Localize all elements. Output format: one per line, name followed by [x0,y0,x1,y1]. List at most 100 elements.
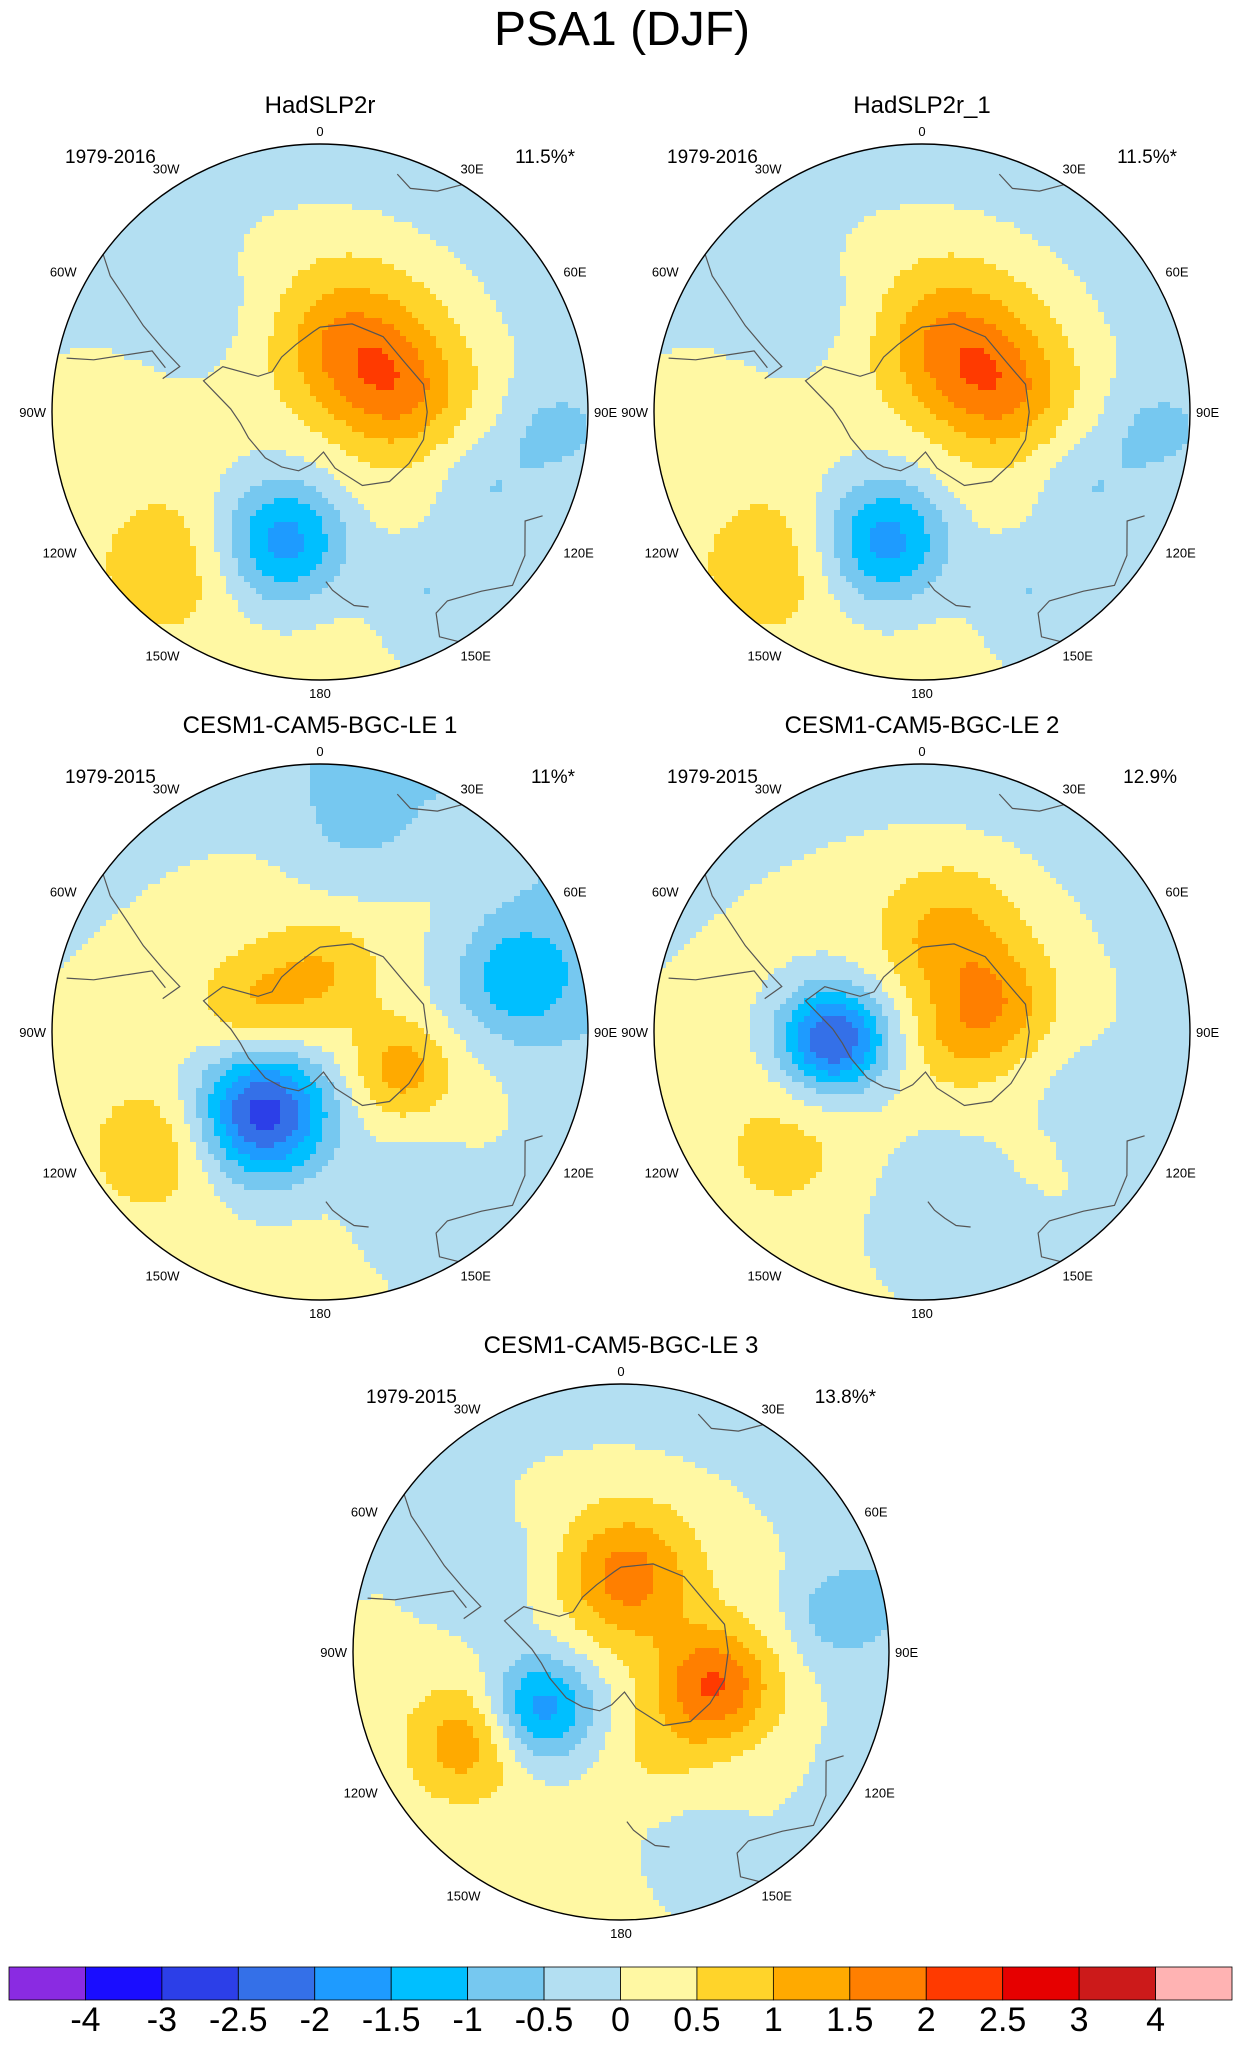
colorbar-swatch [1078,1966,1156,2001]
lon-label: 30E [461,782,484,797]
panel-variance: 11.5%* [515,147,575,168]
lon-label: 60W [652,265,679,280]
anomaly-field [52,144,588,680]
colorbar-label: 0.5 [673,2001,720,2039]
colorbar-swatch [849,1966,927,2001]
lon-label: 60E [1165,885,1188,900]
lon-label: 60W [652,885,679,900]
map-panel: CESM1-CAM5-BGC-LE 1 1979-2015 11%* 0 30E 60E 9… [19,712,617,1321]
lon-label: 120W [43,1166,78,1181]
lon-label: 0 [617,1364,624,1379]
colorbar-label: -3 [147,2001,177,2039]
lon-label: 30W [755,782,782,797]
colorbar-swatch [543,1966,621,2001]
colorbar-swatch [161,1966,239,2001]
colorbar-swatch [314,1966,392,2001]
lon-label: 60E [1165,265,1188,280]
panel-title: CESM1-CAM5-BGC-LE 3 [484,1332,759,1359]
panel-title: CESM1-CAM5-BGC-LE 1 [183,712,458,739]
lon-label: 90W [621,1025,648,1040]
lon-label: 90E [594,405,617,420]
panel-period: 1979-2015 [65,767,156,788]
lon-label: 30W [755,162,782,177]
lon-label: 90W [19,405,46,420]
lon-label: 30E [762,1402,785,1417]
lon-label: 60W [351,1505,378,1520]
colorbar-swatch [1155,1966,1233,2001]
colorbar-label: -0.5 [515,2001,574,2039]
lon-label: 30W [454,1402,481,1417]
lon-label: 60E [864,1505,887,1520]
lon-label: 60E [563,885,586,900]
coastlines [668,793,1145,1264]
map-panel: CESM1-CAM5-BGC-LE 2 1979-2015 12.9% 0 30E 60E… [621,712,1219,1321]
panel-variance: 11%* [531,767,576,788]
colorbar-swatch [1002,1966,1080,2001]
lon-label: 120E [864,1786,895,1801]
lon-label: 150W [748,648,783,663]
anomaly-field [654,144,1190,680]
lon-label: 90W [320,1645,347,1660]
map-border [653,143,1191,681]
lon-label: 120E [563,1166,594,1181]
lon-label: 150E [1063,648,1094,663]
panel-variance: 13.8%* [815,1387,877,1408]
panel-period: 1979-2015 [366,1387,457,1408]
lon-label: 30E [1063,782,1086,797]
lon-label: 120W [344,1786,379,1801]
lon-label: 60W [50,885,77,900]
lon-label: 30W [153,162,180,177]
colorbar-label: 1.5 [826,2001,873,2039]
panel-period: 1979-2015 [667,767,758,788]
lon-label: 90E [1196,1025,1219,1040]
lon-label: 150E [461,1268,492,1283]
polar-maps: HadSLP2r 1979-2016 11.5%* 0 30E 60E 90E 120E 150… [19,92,1219,1941]
panel-title: HadSLP2r_1 [853,92,990,119]
lon-label: 90W [621,405,648,420]
lon-label: 30E [1063,162,1086,177]
colorbar-swatch [772,1966,851,2001]
lon-label: 150W [748,1268,783,1283]
lon-label: 120W [645,1166,680,1181]
lon-label: 180 [309,686,331,701]
colorbar-label: 4 [1146,2001,1165,2039]
colorbar-swatch [237,1966,316,2001]
colorbar-swatch [8,1966,86,2001]
colorbar-label: 2 [917,2001,936,2039]
lon-label: 0 [918,124,925,139]
lon-label: 150W [146,648,181,663]
lon-label: 90E [1196,405,1219,420]
map-border [51,763,589,1301]
colorbar-label: -4 [70,2001,100,2039]
colorbar-swatch [467,1966,545,2001]
map-border [352,1383,890,1921]
lon-label: 150W [447,1888,482,1903]
colorbar-label: -1 [453,2001,483,2039]
lon-label: 90E [594,1025,617,1040]
lon-label: 150W [146,1268,181,1283]
lon-label: 150E [461,648,492,663]
panel-variance: 12.9% [1123,767,1177,788]
lon-label: 120W [43,546,78,561]
lon-label: 180 [911,1306,933,1321]
colorbar-label: -2 [300,2001,330,2039]
colorbar-swatch [925,1966,1004,2001]
map-panel: CESM1-CAM5-BGC-LE 3 1979-2015 13.8%* 0 30E 60… [320,1332,918,1941]
lon-label: 0 [316,124,323,139]
lon-label: 0 [316,744,323,759]
map-border [51,143,589,681]
lon-label: 180 [309,1306,331,1321]
panel-title: CESM1-CAM5-BGC-LE 2 [785,712,1060,739]
lon-label: 120E [1165,1166,1196,1181]
panel-period: 1979-2016 [65,147,156,168]
lon-label: 0 [918,744,925,759]
lon-label: 150E [1063,1268,1094,1283]
anomaly-field [353,1384,889,1920]
lon-label: 180 [911,686,933,701]
colorbar-swatch [390,1966,469,2001]
lon-label: 150E [762,1888,793,1903]
panel-title: HadSLP2r [265,92,376,119]
panel-variance: 11.5%* [1117,147,1177,168]
lon-label: 90W [19,1025,46,1040]
colorbar-swatch [85,1966,163,2001]
